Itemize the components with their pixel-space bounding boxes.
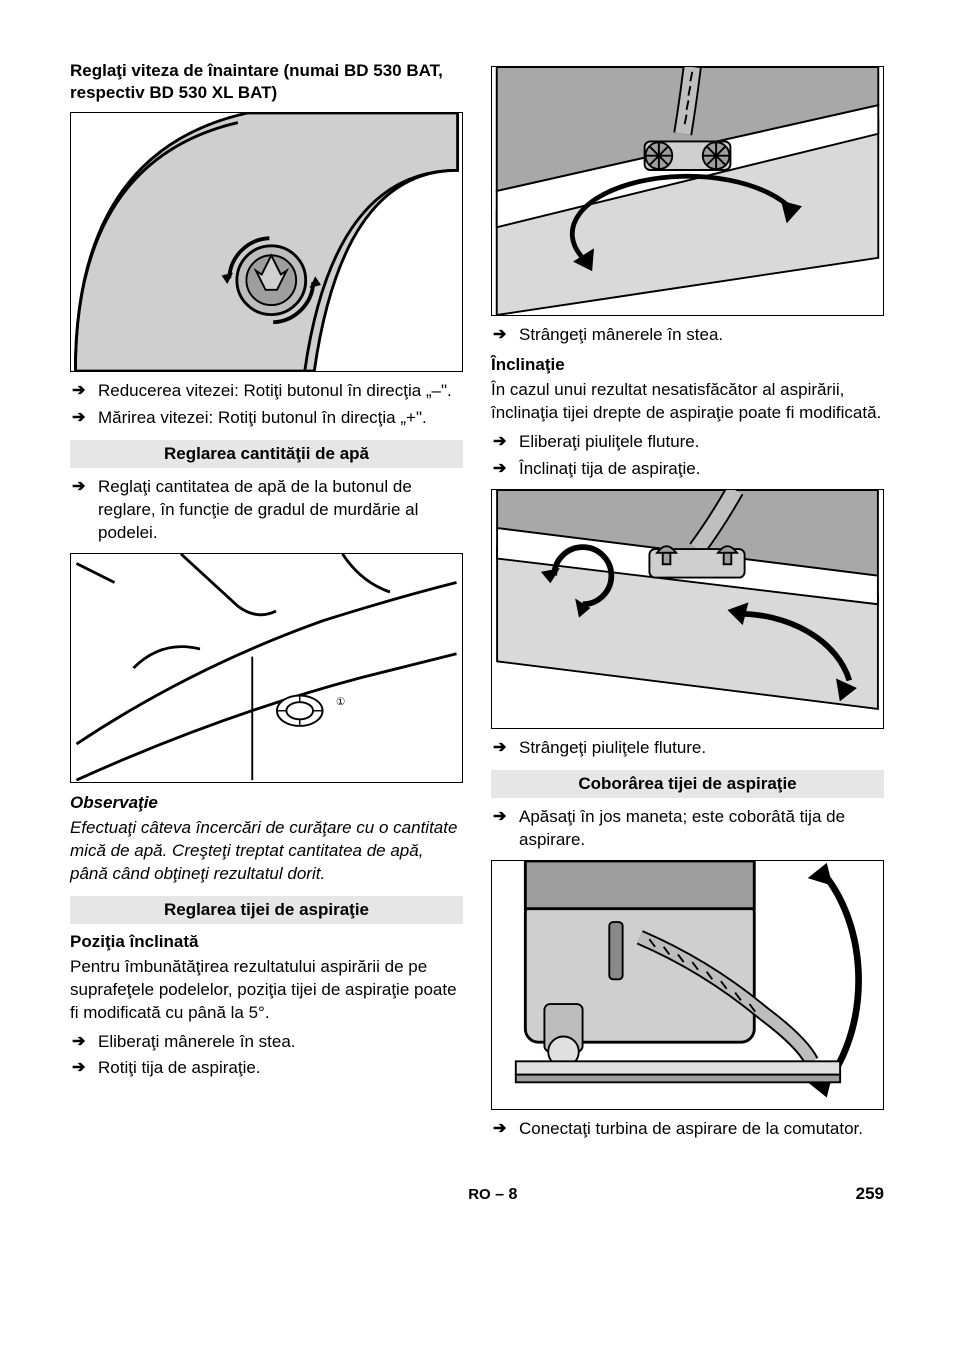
page-columns: Reglaţi viteza de înaintare (numai BD 53… <box>70 60 884 1148</box>
page-footer: RO – 8 259 <box>70 1184 884 1204</box>
sub-incline: Înclinaţie <box>491 355 884 375</box>
figure-speed-knob <box>70 112 463 372</box>
footer-global-page: 259 <box>856 1184 884 1204</box>
sub-tilt: Poziţia înclinată <box>70 932 463 952</box>
section-lower: Coborârea tijei de aspiraţie <box>491 770 884 798</box>
list-item: Conectaţi turbina de aspirare de la comu… <box>491 1118 884 1141</box>
footer-local-page: 8 <box>509 1186 518 1203</box>
list-item: Strângeţi mânerele în stea. <box>491 324 884 347</box>
bullets-incline: Eliberaţi piuliţele fluture. Înclinaţi t… <box>491 431 884 481</box>
left-column: Reglaţi viteza de înaintare (numai BD 53… <box>70 60 463 1148</box>
svg-text:①: ① <box>336 697 345 708</box>
section-squeegee: Reglarea tijei de aspiraţie <box>70 896 463 924</box>
para-tilt: Pentru îmbunătăţirea rezultatului aspiră… <box>70 956 463 1025</box>
note-label: Observaţie <box>70 793 463 813</box>
para-incline: În cazul unui rezultat nesatisfăcător al… <box>491 379 884 425</box>
note-text: Efectuaţi câteva încercări de curăţare c… <box>70 817 463 886</box>
bullets-water: Reglaţi cantitatea de apă de la butonul … <box>70 476 463 545</box>
bullets-lower-lever: Apăsaţi în jos maneta; este coborâtă tij… <box>491 806 884 852</box>
section-water: Reglarea cantităţii de apă <box>70 440 463 468</box>
bullets-speed: Reducerea vitezei: Rotiţi butonul în dir… <box>70 380 463 430</box>
footer-lang: RO <box>468 1186 491 1203</box>
bullets-tighten-wing: Strângeţi piuliţele fluture. <box>491 737 884 760</box>
figure-water-knob: ① <box>70 553 463 783</box>
list-item: Eliberaţi piuliţele fluture. <box>491 431 884 454</box>
figure-star-handles <box>491 66 884 316</box>
list-item: Rotiţi tija de aspiraţie. <box>70 1057 463 1080</box>
footer-sep: – <box>495 1186 504 1203</box>
figure-wing-nuts <box>491 489 884 729</box>
list-item: Reducerea vitezei: Rotiţi butonul în dir… <box>70 380 463 403</box>
list-item: Mărirea vitezei: Rotiţi butonul în direc… <box>70 407 463 430</box>
right-column: Strângeţi mânerele în stea. Înclinaţie Î… <box>491 60 884 1148</box>
list-item: Înclinaţi tija de aspiraţie. <box>491 458 884 481</box>
list-item: Apăsaţi în jos maneta; este coborâtă tij… <box>491 806 884 852</box>
bullets-turbine: Conectaţi turbina de aspirare de la comu… <box>491 1118 884 1141</box>
list-item: Reglaţi cantitatea de apă de la butonul … <box>70 476 463 545</box>
figure-lower-squeegee <box>491 860 884 1110</box>
list-item: Eliberaţi mânerele în stea. <box>70 1031 463 1054</box>
bullets-tighten-star: Strângeţi mânerele în stea. <box>491 324 884 347</box>
list-item: Strângeţi piuliţele fluture. <box>491 737 884 760</box>
bullets-tilt: Eliberaţi mânerele în stea. Rotiţi tija … <box>70 1031 463 1081</box>
heading-speed: Reglaţi viteza de înaintare (numai BD 53… <box>70 60 463 104</box>
